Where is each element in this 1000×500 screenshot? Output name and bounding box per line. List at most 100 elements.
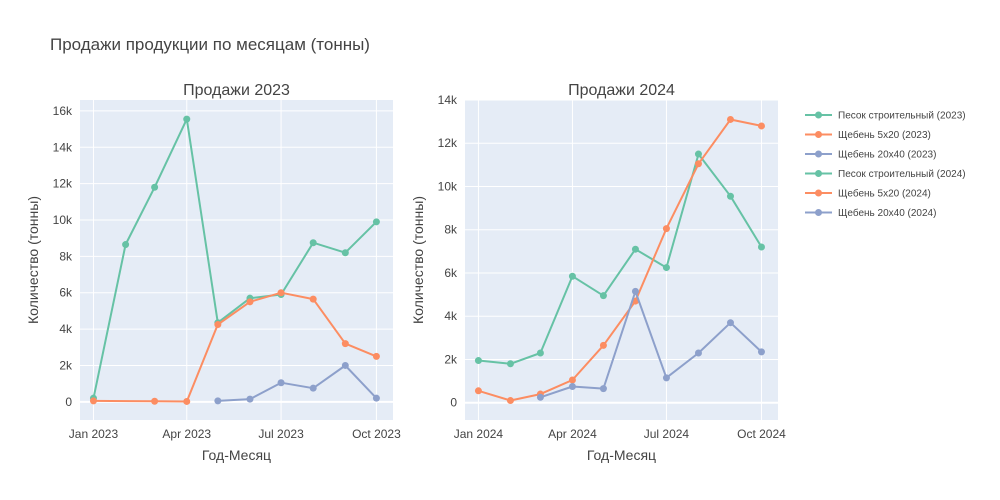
y-tick-label: 6k — [59, 286, 73, 300]
data-point — [246, 298, 254, 306]
panel-2024: Jan 2024 Apr 2024 Jul 2024 Oct 2024 0 2k 4k 6k… — [410, 82, 786, 463]
data-point — [662, 264, 670, 272]
data-point — [599, 341, 607, 349]
x-tick-label: Apr 2023 — [162, 427, 211, 441]
legend-label: Щебень 5х20 (2023) — [838, 129, 931, 141]
series-line — [478, 153, 763, 365]
legend-item[interactable]: Щебень 5х20 (2023) — [805, 129, 931, 141]
y-tick-label: 4k — [444, 309, 458, 323]
x-tick-label: Jul 2024 — [644, 427, 690, 441]
plot-area-2024 — [465, 100, 778, 420]
data-point — [341, 340, 349, 348]
data-point — [536, 393, 544, 401]
data-point — [183, 115, 191, 123]
legend-item[interactable]: Щебень 20х40 (2023) — [805, 149, 936, 161]
subtitle-2023: Продажи 2023 — [183, 82, 290, 99]
data-point — [694, 150, 702, 158]
y-tick-label: 14k — [53, 140, 73, 154]
data-point — [536, 349, 544, 357]
y-tick-label: 4k — [59, 322, 73, 336]
data-point — [599, 292, 607, 300]
legend-marker — [815, 209, 822, 216]
series-line — [217, 364, 378, 402]
data-point — [341, 249, 349, 257]
x-tick-label: Jan 2023 — [69, 427, 119, 441]
y-tick-label: 2k — [59, 358, 73, 372]
data-point — [726, 115, 734, 123]
legend-label: Щебень 20х40 (2024) — [838, 207, 936, 219]
legend-label: Щебень 20х40 (2023) — [838, 149, 936, 161]
data-point — [599, 385, 607, 393]
data-point — [568, 272, 576, 280]
y-tick-label: 14k — [438, 93, 458, 107]
y-tick-label: 16k — [53, 104, 73, 118]
data-point — [309, 239, 317, 247]
x-tick-label: Jul 2023 — [258, 427, 304, 441]
panel-2023: Jan 2023 Apr 2023 Jul 2023 Oct 2023 0 2k 4k 6k… — [25, 82, 401, 463]
data-point — [726, 319, 734, 327]
legend-marker — [815, 150, 822, 158]
data-point — [277, 289, 285, 297]
chart-title: Продажи продукции по месяцам (тонны) — [50, 35, 370, 54]
x-axis-title-2024: Год-Месяц — [587, 447, 656, 463]
data-point — [309, 384, 317, 392]
data-point — [568, 382, 576, 390]
legend-label: Песок строительный (2024) — [838, 169, 966, 180]
y-tick-label: 2k — [444, 352, 458, 366]
data-point — [372, 394, 380, 402]
legend-item[interactable]: Щебень 5х20 (2024) — [805, 188, 931, 200]
data-point — [214, 397, 222, 405]
data-point — [757, 122, 765, 130]
y-tick-label: 10k — [53, 213, 73, 227]
data-point — [89, 397, 97, 405]
legend-item[interactable]: Щебень 20х40 (2024) — [805, 207, 936, 219]
x-tick-label: Oct 2024 — [737, 427, 786, 441]
x-axis-title-2023: Год-Месяц — [202, 447, 271, 463]
legend-item[interactable]: Песок строительный (2023) — [805, 111, 966, 122]
data-point — [474, 357, 482, 365]
data-point — [246, 395, 254, 403]
legend-item[interactable]: Песок строительный (2024) — [805, 169, 966, 180]
y-tick-label: 8k — [444, 223, 458, 237]
y-tick-label: 6k — [444, 266, 458, 280]
data-point — [277, 379, 285, 387]
subtitle-2024: Продажи 2024 — [568, 82, 675, 99]
series-line — [540, 290, 763, 399]
legend: Песок строительный (2023) Щебень 5х20 (20… — [805, 111, 966, 219]
x-tick-label: Apr 2024 — [548, 427, 597, 441]
data-point — [372, 352, 380, 360]
legend-label: Щебень 5х20 (2024) — [838, 188, 931, 200]
data-point — [631, 287, 639, 295]
x-tick-label: Oct 2023 — [352, 427, 401, 441]
data-point — [151, 397, 159, 405]
data-point — [372, 218, 380, 226]
x-tick-label: Jan 2024 — [454, 427, 504, 441]
y-tick-label: 0 — [65, 395, 72, 409]
legend-marker — [815, 170, 822, 177]
y-tick-label: 8k — [59, 249, 73, 263]
legend-marker — [815, 111, 822, 119]
data-point — [474, 387, 482, 395]
data-point — [183, 397, 191, 405]
data-point — [694, 349, 702, 357]
series-line — [92, 118, 378, 399]
plot-area-2023 — [80, 100, 393, 420]
y-axis-title-2023: Количество (тонны) — [25, 196, 41, 324]
y-axis-title-2024: Количество (тонны) — [410, 196, 426, 324]
data-point — [214, 321, 222, 329]
y-tick-label: 10k — [438, 179, 458, 193]
data-point — [757, 243, 765, 251]
legend-marker — [815, 131, 822, 138]
series-line — [478, 118, 762, 402]
data-point — [506, 360, 514, 368]
y-tick-label: 12k — [53, 177, 73, 191]
data-point — [151, 183, 159, 191]
data-point — [341, 361, 349, 369]
data-point — [757, 348, 765, 356]
y-tick-label: 12k — [438, 136, 458, 150]
y-tick-label: 0 — [450, 396, 457, 410]
data-point — [631, 245, 639, 253]
data-point — [662, 374, 670, 382]
data-point — [122, 241, 130, 249]
